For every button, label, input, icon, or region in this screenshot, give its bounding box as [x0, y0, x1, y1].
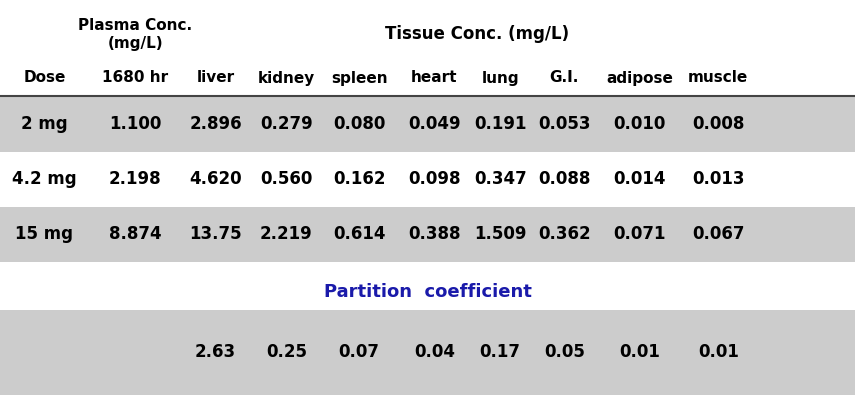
Text: 0.013: 0.013 [692, 170, 745, 188]
Text: 0.279: 0.279 [260, 115, 313, 133]
Text: 0.05: 0.05 [544, 343, 585, 361]
Text: 0.614: 0.614 [333, 225, 386, 243]
Text: 0.008: 0.008 [692, 115, 745, 133]
Text: 0.014: 0.014 [613, 170, 666, 188]
Text: Plasma Conc.: Plasma Conc. [78, 18, 192, 33]
Text: 0.088: 0.088 [538, 170, 591, 188]
Text: 1.100: 1.100 [109, 115, 162, 133]
Text: 0.053: 0.053 [538, 115, 591, 133]
Text: 2.896: 2.896 [189, 115, 242, 133]
Text: kidney: kidney [258, 70, 315, 85]
Text: 0.01: 0.01 [698, 343, 739, 361]
Text: 0.049: 0.049 [408, 115, 461, 133]
Text: 4.2 mg: 4.2 mg [12, 170, 77, 188]
Text: 1.509: 1.509 [474, 225, 527, 243]
Text: Dose: Dose [23, 70, 66, 85]
Bar [0, 207, 855, 262]
Text: 0.067: 0.067 [692, 225, 745, 243]
Bar [0, 97, 855, 152]
Text: 2.198: 2.198 [109, 170, 162, 188]
Text: 0.071: 0.071 [613, 225, 666, 243]
Text: 2.63: 2.63 [195, 343, 236, 361]
Text: 0.17: 0.17 [480, 343, 521, 361]
Text: 8.874: 8.874 [109, 225, 162, 243]
Text: 0.07: 0.07 [339, 343, 380, 361]
Text: 0.347: 0.347 [474, 170, 527, 188]
Text: (mg/L): (mg/L) [107, 36, 163, 51]
Bar [0, 310, 855, 395]
Text: 0.362: 0.362 [538, 225, 591, 243]
Text: 0.25: 0.25 [266, 343, 307, 361]
Text: spleen: spleen [331, 70, 387, 85]
Text: 0.388: 0.388 [408, 225, 461, 243]
Text: G.I.: G.I. [550, 70, 579, 85]
Text: 2 mg: 2 mg [21, 115, 68, 133]
Text: 0.098: 0.098 [408, 170, 461, 188]
Text: 0.191: 0.191 [474, 115, 527, 133]
Text: 0.04: 0.04 [414, 343, 455, 361]
Text: 13.75: 13.75 [189, 225, 242, 243]
Text: 0.560: 0.560 [260, 170, 313, 188]
Text: 0.080: 0.080 [333, 115, 386, 133]
Text: 2.219: 2.219 [260, 225, 313, 243]
Text: 0.162: 0.162 [333, 170, 386, 188]
Text: Tissue Conc. (mg/L): Tissue Conc. (mg/L) [385, 25, 569, 43]
Text: muscle: muscle [688, 70, 748, 85]
Text: lung: lung [481, 70, 519, 85]
Text: heart: heart [411, 70, 457, 85]
Text: 15 mg: 15 mg [15, 225, 74, 243]
Text: 1680 hr: 1680 hr [102, 70, 168, 85]
Text: liver: liver [197, 70, 234, 85]
Text: 4.620: 4.620 [189, 170, 242, 188]
Text: 0.01: 0.01 [619, 343, 660, 361]
Text: Partition  coefficient: Partition coefficient [323, 283, 532, 301]
Text: 0.010: 0.010 [613, 115, 666, 133]
Text: adipose: adipose [606, 70, 673, 85]
